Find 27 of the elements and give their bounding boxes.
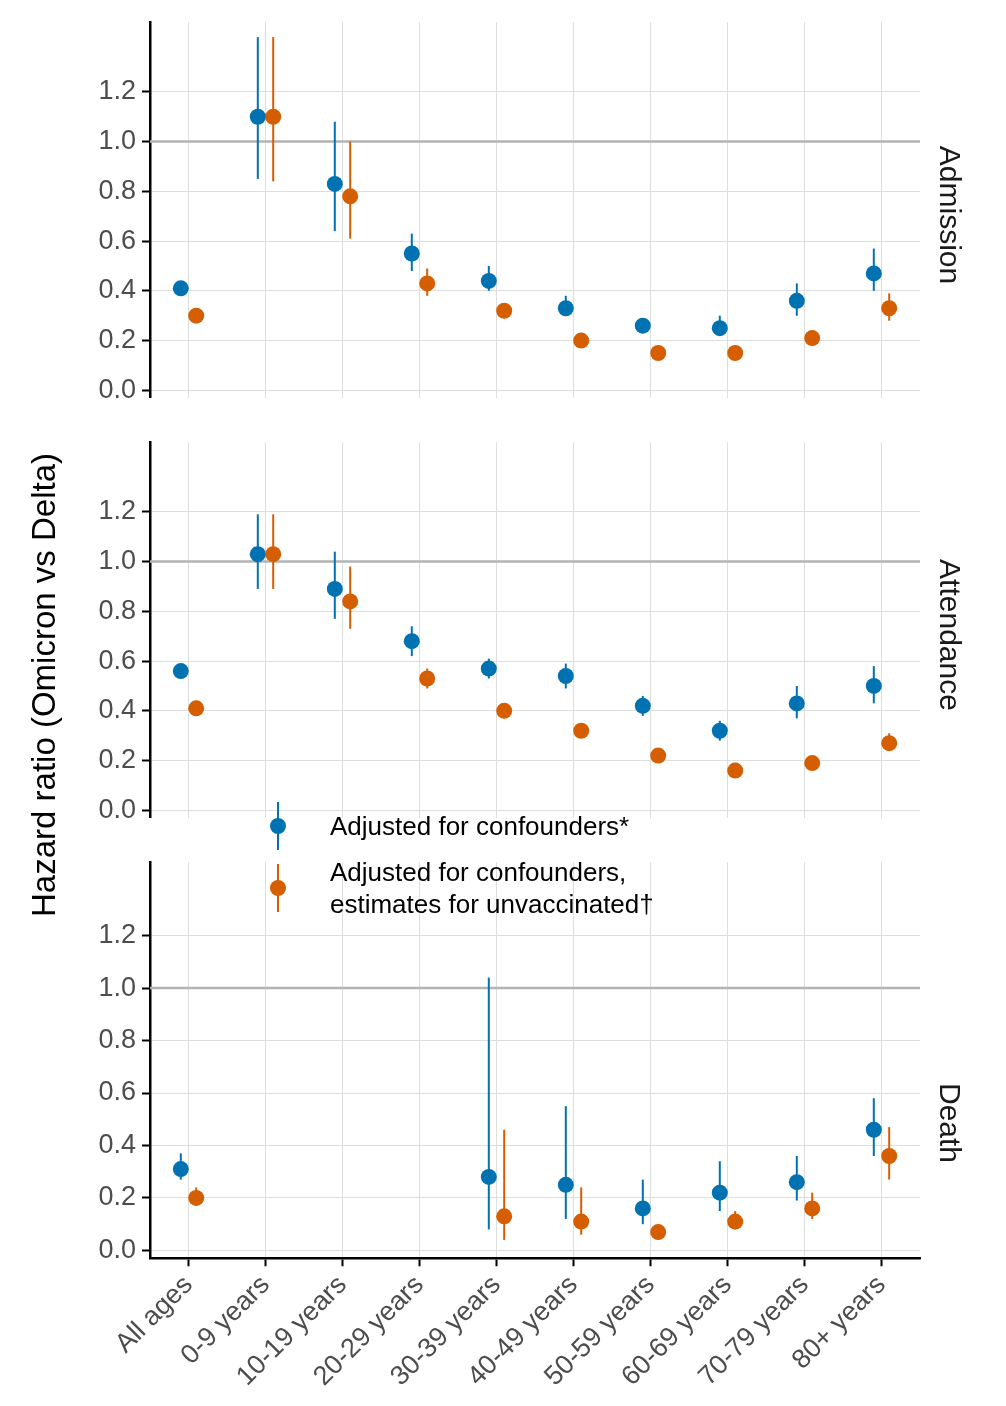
legend-label: Adjusted for confounders, estimates for unvaccinated†: [330, 856, 655, 920]
y-tick-label: 0.0: [98, 793, 136, 824]
y-tick-label: 0.8: [98, 174, 136, 205]
y-tick-label: 1.2: [98, 919, 136, 950]
y-tick-label: 1.2: [98, 75, 136, 106]
y-tick-label: 0.2: [98, 1181, 136, 1212]
y-tick-label: 0.4: [98, 694, 136, 725]
y-tick-label: 0.6: [98, 1076, 136, 1107]
y-tick-label: 1.2: [98, 495, 136, 526]
text: Admission: [933, 145, 967, 285]
y-tick-label: 0.2: [98, 744, 136, 775]
text: Death: [933, 1082, 967, 1164]
legend-label: Adjusted for confounders*: [330, 810, 630, 842]
y-tick-label: 0.6: [98, 224, 136, 255]
y-tick-label: 0.2: [98, 324, 136, 355]
y-tick-label: 0.8: [98, 1024, 136, 1055]
y-tick-label: 1.0: [98, 125, 136, 156]
y-tick-label: 1.0: [98, 971, 136, 1002]
y-tick-label: 0.0: [98, 373, 136, 404]
y-tick-label: 0.4: [98, 1128, 136, 1159]
y-tick-label: 1.0: [98, 545, 136, 576]
y-tick-label: 0.0: [98, 1233, 136, 1264]
y-tick-label: 0.4: [98, 274, 136, 305]
y-tick-label: 0.8: [98, 594, 136, 625]
y-axis-title: Hazard ratio (Omicron vs Delta): [25, 453, 63, 917]
y-tick-label: 0.6: [98, 644, 136, 675]
text: Attendance: [933, 559, 967, 711]
